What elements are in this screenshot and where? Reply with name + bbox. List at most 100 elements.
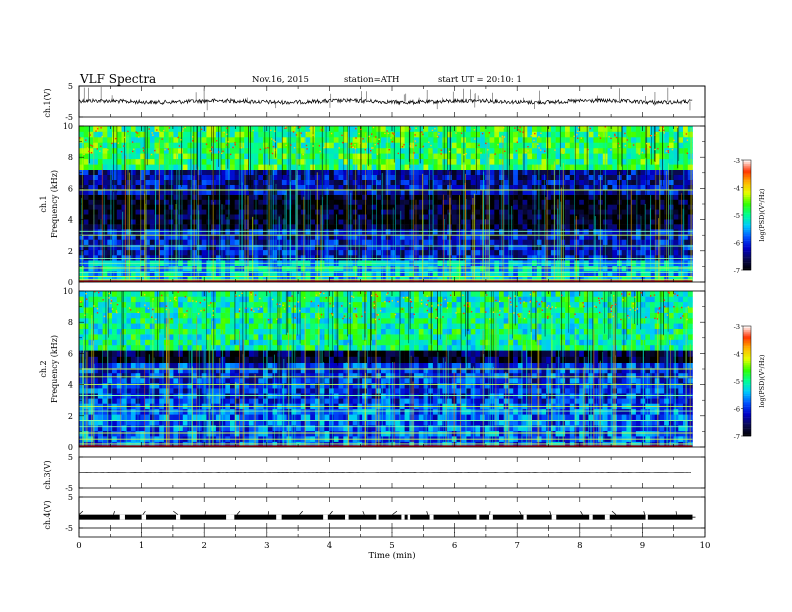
spec-cell [418,430,424,437]
spec-cell [112,164,117,170]
spec-cell [569,189,575,195]
spec-cell [414,164,420,170]
spec-cell [673,441,679,448]
spec-cell [263,142,268,149]
spec-cell [555,153,561,160]
spec-cell [621,204,627,210]
spec-cell [404,441,410,448]
spec-cell [550,142,556,149]
spec-cell [159,255,165,261]
spec-cell [154,255,160,261]
spec-cell [678,136,684,143]
spec-cell [588,265,594,272]
spec-cell [503,131,509,138]
spec-cell [508,239,514,245]
hot-speck [580,137,582,139]
spec-cell [371,126,377,132]
spec-cell [225,219,231,225]
spec-cell [97,174,103,180]
spec-cell [678,244,684,251]
spec-cell [617,131,622,138]
spec-cell [503,249,509,256]
spec-cell [187,265,193,272]
spec-cell [234,441,240,448]
hot-speck [460,132,463,134]
spec-cell [173,131,179,138]
spec-cell [475,224,481,230]
spec-cell [555,126,561,132]
spec-cell [300,255,306,261]
spec-cell [201,147,207,154]
spec-cell [135,142,141,149]
spec-cell [159,153,165,160]
spec-cell [291,184,297,190]
spec-cell [494,430,500,437]
spec-cell [192,194,198,200]
spec-cell [607,209,613,215]
spec-cell [263,234,268,240]
spec-cell [631,184,637,190]
spec-cell [517,219,523,225]
spec-cell [395,158,401,165]
spec-cell [107,204,113,210]
spec-cell [126,234,132,240]
spec-cell [621,249,627,256]
spec-cell [626,153,632,160]
spec-cell [678,204,684,210]
spec-cell [333,158,339,165]
spec-cell [635,430,641,437]
spec-cell [588,126,594,132]
spec-cell [324,126,330,132]
spec-cell [263,430,268,437]
spec-cell [135,131,141,138]
spec-cell [395,142,401,149]
spec-cell [112,265,117,272]
spec-cell [357,189,363,195]
spec-cell [362,174,368,180]
spec-cell [607,164,613,170]
spec-cell [333,204,339,210]
spec-cell [494,199,500,205]
spec-cell [272,174,278,180]
spec-cell [197,158,202,165]
spec-cell [220,174,226,180]
spec-cell [668,234,674,240]
spec-cell [451,174,457,180]
spec-cell [466,153,471,160]
spec-cell [385,126,391,132]
spec-cell [178,199,184,205]
spec-cell [371,194,377,200]
spec-cell [154,271,160,277]
spec-cell [640,204,646,210]
spec-cell [565,169,571,175]
spec-cell [466,131,471,138]
spec-cell [83,184,89,190]
spec-cell [296,239,302,245]
spec-cell [480,164,486,170]
spec-cell [654,136,660,143]
spec-cell [522,430,528,437]
spec-cell [371,189,377,195]
spec-cell [432,244,438,251]
spec-cell [466,255,471,261]
spec-cell [366,169,372,175]
spec-cell [173,153,179,160]
spec-cell [654,199,660,205]
spec-cell [149,131,155,138]
spec-cell [201,219,207,225]
spec-cell [145,209,151,215]
spec-cell [489,249,495,256]
spec-cell [631,239,637,245]
hot-speck [179,151,182,154]
spec-cell [513,169,519,175]
spec-cell [588,214,594,220]
spec-cell [343,158,349,165]
spec-cell [352,239,358,245]
spec-cell [329,136,335,143]
spec-cell [286,244,292,251]
spec-cell [244,219,250,225]
spec-cell [239,131,245,138]
spec-cell [574,214,580,220]
hot-speck [391,141,394,143]
spec-cell [376,239,382,245]
